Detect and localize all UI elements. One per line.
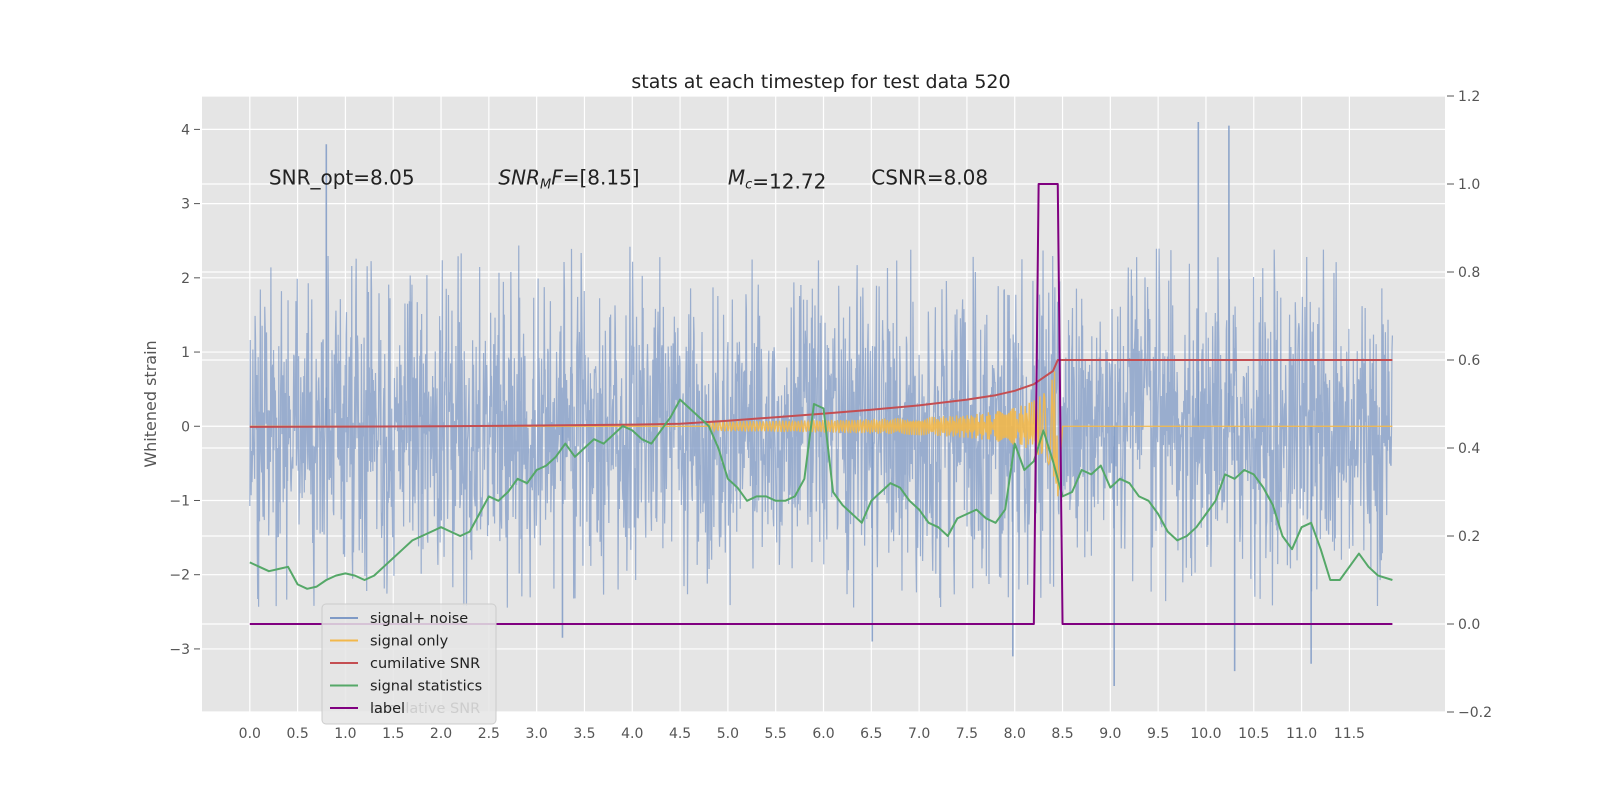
- annotation-text: CSNR=8.08: [871, 166, 988, 190]
- x-tick-label: 8.5: [1051, 726, 1073, 742]
- legend: cumilative SNR signal+ noise signal only cu…: [321, 603, 497, 725]
- x-tick-label: 7.5: [956, 726, 978, 742]
- x-tick-label: 10.5: [1238, 726, 1269, 742]
- y-tick-label-left: −1: [169, 493, 190, 509]
- legend-label: signal statistics: [370, 679, 482, 695]
- y-tick-label-right: 0.6: [1458, 353, 1480, 369]
- x-tick-label: 8.0: [1004, 726, 1026, 742]
- x-tick-label: 9.0: [1099, 726, 1121, 742]
- x-tick-label: 10.0: [1190, 726, 1221, 742]
- x-tick-label: 6.0: [812, 726, 834, 742]
- legend-label: cumilative SNR: [370, 656, 480, 672]
- y-tick-label-left: −2: [169, 568, 190, 584]
- y-tick-label-left: −3: [169, 642, 190, 658]
- y-tick-label-right: 0.2: [1458, 529, 1480, 545]
- y-tick-label-right: 0.4: [1458, 441, 1480, 457]
- x-tick-label: 4.0: [621, 726, 643, 742]
- y-axis-title: Whitened strain: [141, 340, 160, 467]
- y-axis-right: −0.2 0.0 0.2 0.4 0.6 0.8 1.0 1.2: [1447, 89, 1492, 721]
- x-tick-label: 5.0: [717, 726, 739, 742]
- y-tick-label-right: 0.8: [1458, 265, 1480, 281]
- annotation-text: Mc=12.72: [728, 166, 826, 194]
- y-tick-label-right: 0.0: [1458, 617, 1480, 633]
- series-cumulative-snr-line: [249, 359, 1393, 428]
- x-tick-label: 11.5: [1334, 726, 1365, 742]
- y-tick-label-right: 1.2: [1458, 89, 1480, 105]
- series-layer: [249, 121, 1394, 687]
- x-tick-label: 0.5: [286, 726, 308, 742]
- y-tick-label-left: 2: [181, 271, 190, 287]
- legend-box: [321, 603, 497, 725]
- x-tick-label: 2.5: [478, 726, 500, 742]
- legend-label: label: [370, 701, 405, 717]
- y-tick-label-left: 3: [181, 197, 190, 213]
- y-tick-label-right: −0.2: [1458, 705, 1492, 721]
- x-axis: 0.0 0.5 1.0 1.5 2.0 2.5 3.0 3.5 4.0 4.5 5.0 5.5 6.0 6…: [239, 726, 1365, 742]
- chart-title: stats at each timestep for test data 520: [631, 71, 1010, 93]
- y-tick-label-right: 1.0: [1458, 177, 1480, 193]
- x-tick-label: 3.5: [573, 726, 595, 742]
- annotation-text: SNRMF=[8.15]: [498, 166, 639, 193]
- legend-ghost-text: cumilative SNR: [370, 701, 480, 717]
- y-tick-label-left: 4: [181, 122, 190, 138]
- y-tick-label-left: 1: [181, 345, 190, 361]
- x-tick-label: 2.0: [430, 726, 452, 742]
- x-tick-label: 6.5: [860, 726, 882, 742]
- x-tick-label: 11.0: [1286, 726, 1317, 742]
- series-signal-statistics-line: [249, 398, 1393, 590]
- x-tick-label: 1.0: [334, 726, 356, 742]
- gridlines: [202, 95, 1445, 713]
- series-signal-noise-line: [249, 245, 1394, 608]
- x-tick-label: 9.5: [1147, 726, 1169, 742]
- x-tick-label: 4.5: [669, 726, 691, 742]
- x-tick-label: 5.5: [765, 726, 787, 742]
- annotations: SNR_opt=8.05 SNRMF=[8.15] Mc=12.72 CSNR=8.0…: [269, 166, 988, 194]
- x-tick-label: 3.0: [526, 726, 548, 742]
- annotation-text: SNR_opt=8.05: [269, 166, 415, 190]
- legend-label: signal+ noise: [370, 611, 468, 627]
- y-tick-label-left: 0: [181, 419, 190, 435]
- legend-label: signal only: [370, 634, 449, 650]
- x-tick-label: 7.0: [908, 726, 930, 742]
- x-tick-label: 1.5: [382, 726, 404, 742]
- x-tick-label: 0.0: [239, 726, 261, 742]
- y-axis-left: −3 −2 −1 0 1 2 3 4: [169, 122, 200, 658]
- series-label-line: [249, 183, 1393, 625]
